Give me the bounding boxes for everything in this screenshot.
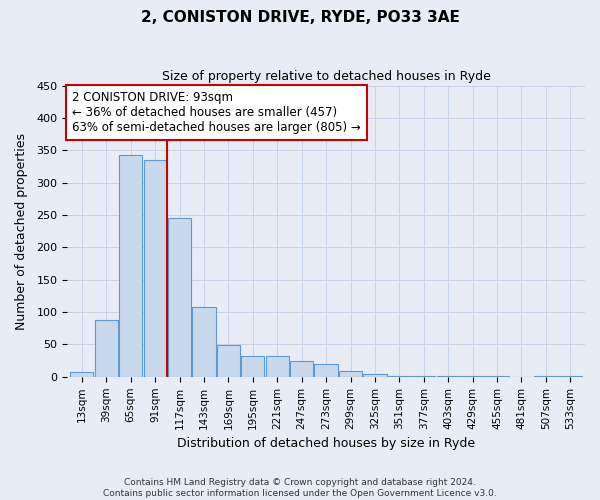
- Bar: [485, 376, 509, 377]
- Bar: [290, 360, 313, 377]
- Bar: [143, 160, 167, 377]
- Bar: [339, 371, 362, 377]
- Text: Contains HM Land Registry data © Crown copyright and database right 2024.
Contai: Contains HM Land Registry data © Crown c…: [103, 478, 497, 498]
- Bar: [559, 376, 582, 377]
- Bar: [535, 376, 557, 377]
- Bar: [437, 376, 460, 377]
- Bar: [70, 372, 94, 377]
- Bar: [314, 364, 338, 377]
- Bar: [119, 156, 142, 377]
- Bar: [412, 376, 436, 377]
- Bar: [217, 345, 240, 377]
- Bar: [193, 307, 215, 377]
- Bar: [241, 356, 265, 377]
- Bar: [461, 376, 484, 377]
- Bar: [168, 218, 191, 377]
- Text: 2 CONISTON DRIVE: 93sqm
← 36% of detached houses are smaller (457)
63% of semi-d: 2 CONISTON DRIVE: 93sqm ← 36% of detache…: [73, 92, 361, 134]
- Text: 2, CONISTON DRIVE, RYDE, PO33 3AE: 2, CONISTON DRIVE, RYDE, PO33 3AE: [140, 10, 460, 25]
- Y-axis label: Number of detached properties: Number of detached properties: [15, 132, 28, 330]
- Bar: [95, 320, 118, 377]
- Title: Size of property relative to detached houses in Ryde: Size of property relative to detached ho…: [161, 70, 491, 83]
- Bar: [364, 374, 386, 377]
- Bar: [266, 356, 289, 377]
- X-axis label: Distribution of detached houses by size in Ryde: Distribution of detached houses by size …: [177, 437, 475, 450]
- Bar: [388, 376, 411, 377]
